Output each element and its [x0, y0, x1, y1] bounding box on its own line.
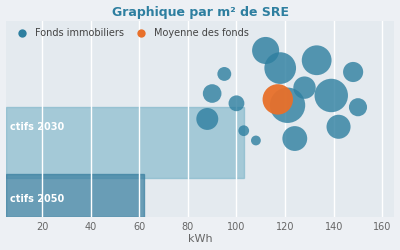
Legend: Fonds immobiliers, Moyenne des fonds: Fonds immobiliers, Moyenne des fonds: [10, 26, 251, 40]
Point: [350, 70, 356, 74]
Point: [221, 72, 228, 76]
Point: [314, 58, 320, 62]
Bar: [6, 174, 144, 217]
Point: [328, 94, 334, 98]
Text: ctifs 2050: ctifs 2050: [10, 194, 65, 204]
Point: [284, 103, 291, 107]
Point: [355, 105, 361, 109]
Point: [262, 48, 269, 52]
Bar: [6, 107, 244, 178]
Point: [240, 129, 247, 133]
Point: [274, 98, 281, 102]
Point: [335, 125, 342, 129]
Point: [209, 92, 215, 96]
Text: ctifs 2030: ctifs 2030: [10, 122, 65, 132]
Point: [277, 66, 284, 70]
Point: [204, 117, 210, 121]
Point: [301, 86, 308, 90]
Point: [292, 136, 298, 140]
Point: [233, 101, 240, 105]
Title: Graphique par m² de SRE: Graphique par m² de SRE: [112, 6, 288, 18]
X-axis label: kWh: kWh: [188, 234, 212, 244]
Point: [253, 138, 259, 142]
